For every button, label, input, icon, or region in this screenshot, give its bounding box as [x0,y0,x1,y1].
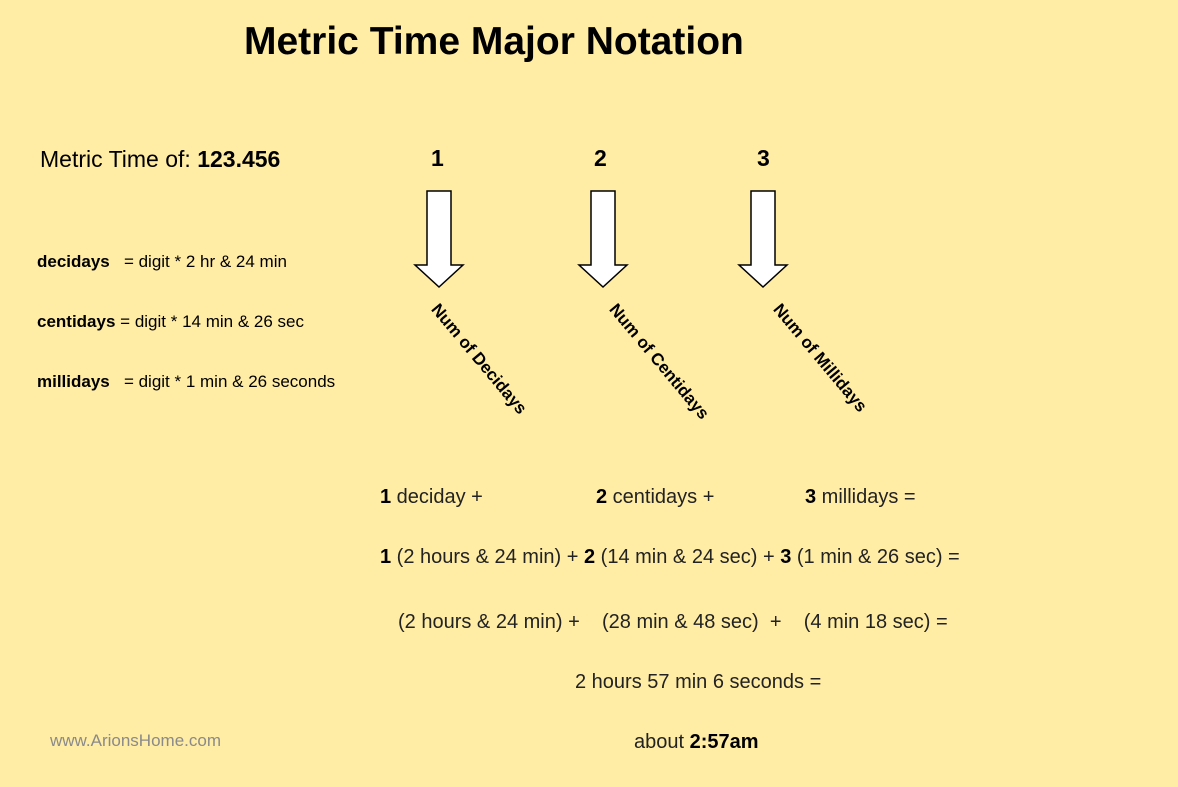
calc-result-value: 2:57am [689,731,759,753]
calc-text: about [634,731,690,753]
definition-term: centidays [37,312,116,331]
down-arrow-icon [577,190,629,289]
definition-decidays: decidays = digit * 2 hr & 24 min [37,252,287,272]
definition-millidays: millidays = digit * 1 min & 26 seconds [37,372,335,392]
calc-number: 1 [380,486,392,508]
metric-time-value: 123.456 [197,146,281,172]
definition-term: decidays [37,252,110,271]
calc-text: millidays = [816,486,916,508]
metric-time-heading: Metric Time of: 123.456 [40,146,280,173]
calc-deciday: 1 deciday + [380,486,483,509]
digit-milliday: 3 [757,145,770,171]
definition-formula: = digit * 2 hr & 24 min [123,252,287,271]
calc-number: 3 [805,486,817,508]
calc-text: (14 min & 24 sec) + [595,546,781,568]
definition-term: millidays [37,372,110,391]
digit-centiday: 2 [594,145,607,171]
calc-result: about 2:57am [634,731,759,754]
calc-number: 2 [596,486,608,508]
calc-number: 1 [380,546,392,568]
calc-number: 2 [584,546,596,568]
definition-formula: = digit * 1 min & 26 seconds [123,372,336,391]
calc-text: deciday + [391,486,483,508]
digit-deciday: 1 [431,145,444,171]
calc-products: (2 hours & 24 min) + (28 min & 48 sec) +… [398,611,948,633]
site-url: www.ArionsHome.com [50,731,221,750]
metric-time-label: Metric Time of: [40,146,198,172]
calc-centidays: 2 centidays + [596,486,714,509]
down-arrow-icon [413,190,465,289]
definition-centidays: centidays = digit * 14 min & 26 sec [37,312,304,332]
definition-formula: = digit * 14 min & 26 sec [120,312,304,331]
calc-number: 3 [780,546,792,568]
page-title: Metric Time Major Notation [244,20,744,63]
down-arrow-icon [737,190,789,289]
calc-millidays: 3 millidays = [805,486,916,509]
calc-text: centidays + [607,486,715,508]
calc-text: (1 min & 26 sec) = [791,546,960,568]
calc-text: (2 hours & 24 min) + [391,546,584,568]
calc-expansion: 1 (2 hours & 24 min) + 2 (14 min & 24 se… [380,546,960,569]
calc-sum: 2 hours 57 min 6 seconds = [575,671,822,693]
